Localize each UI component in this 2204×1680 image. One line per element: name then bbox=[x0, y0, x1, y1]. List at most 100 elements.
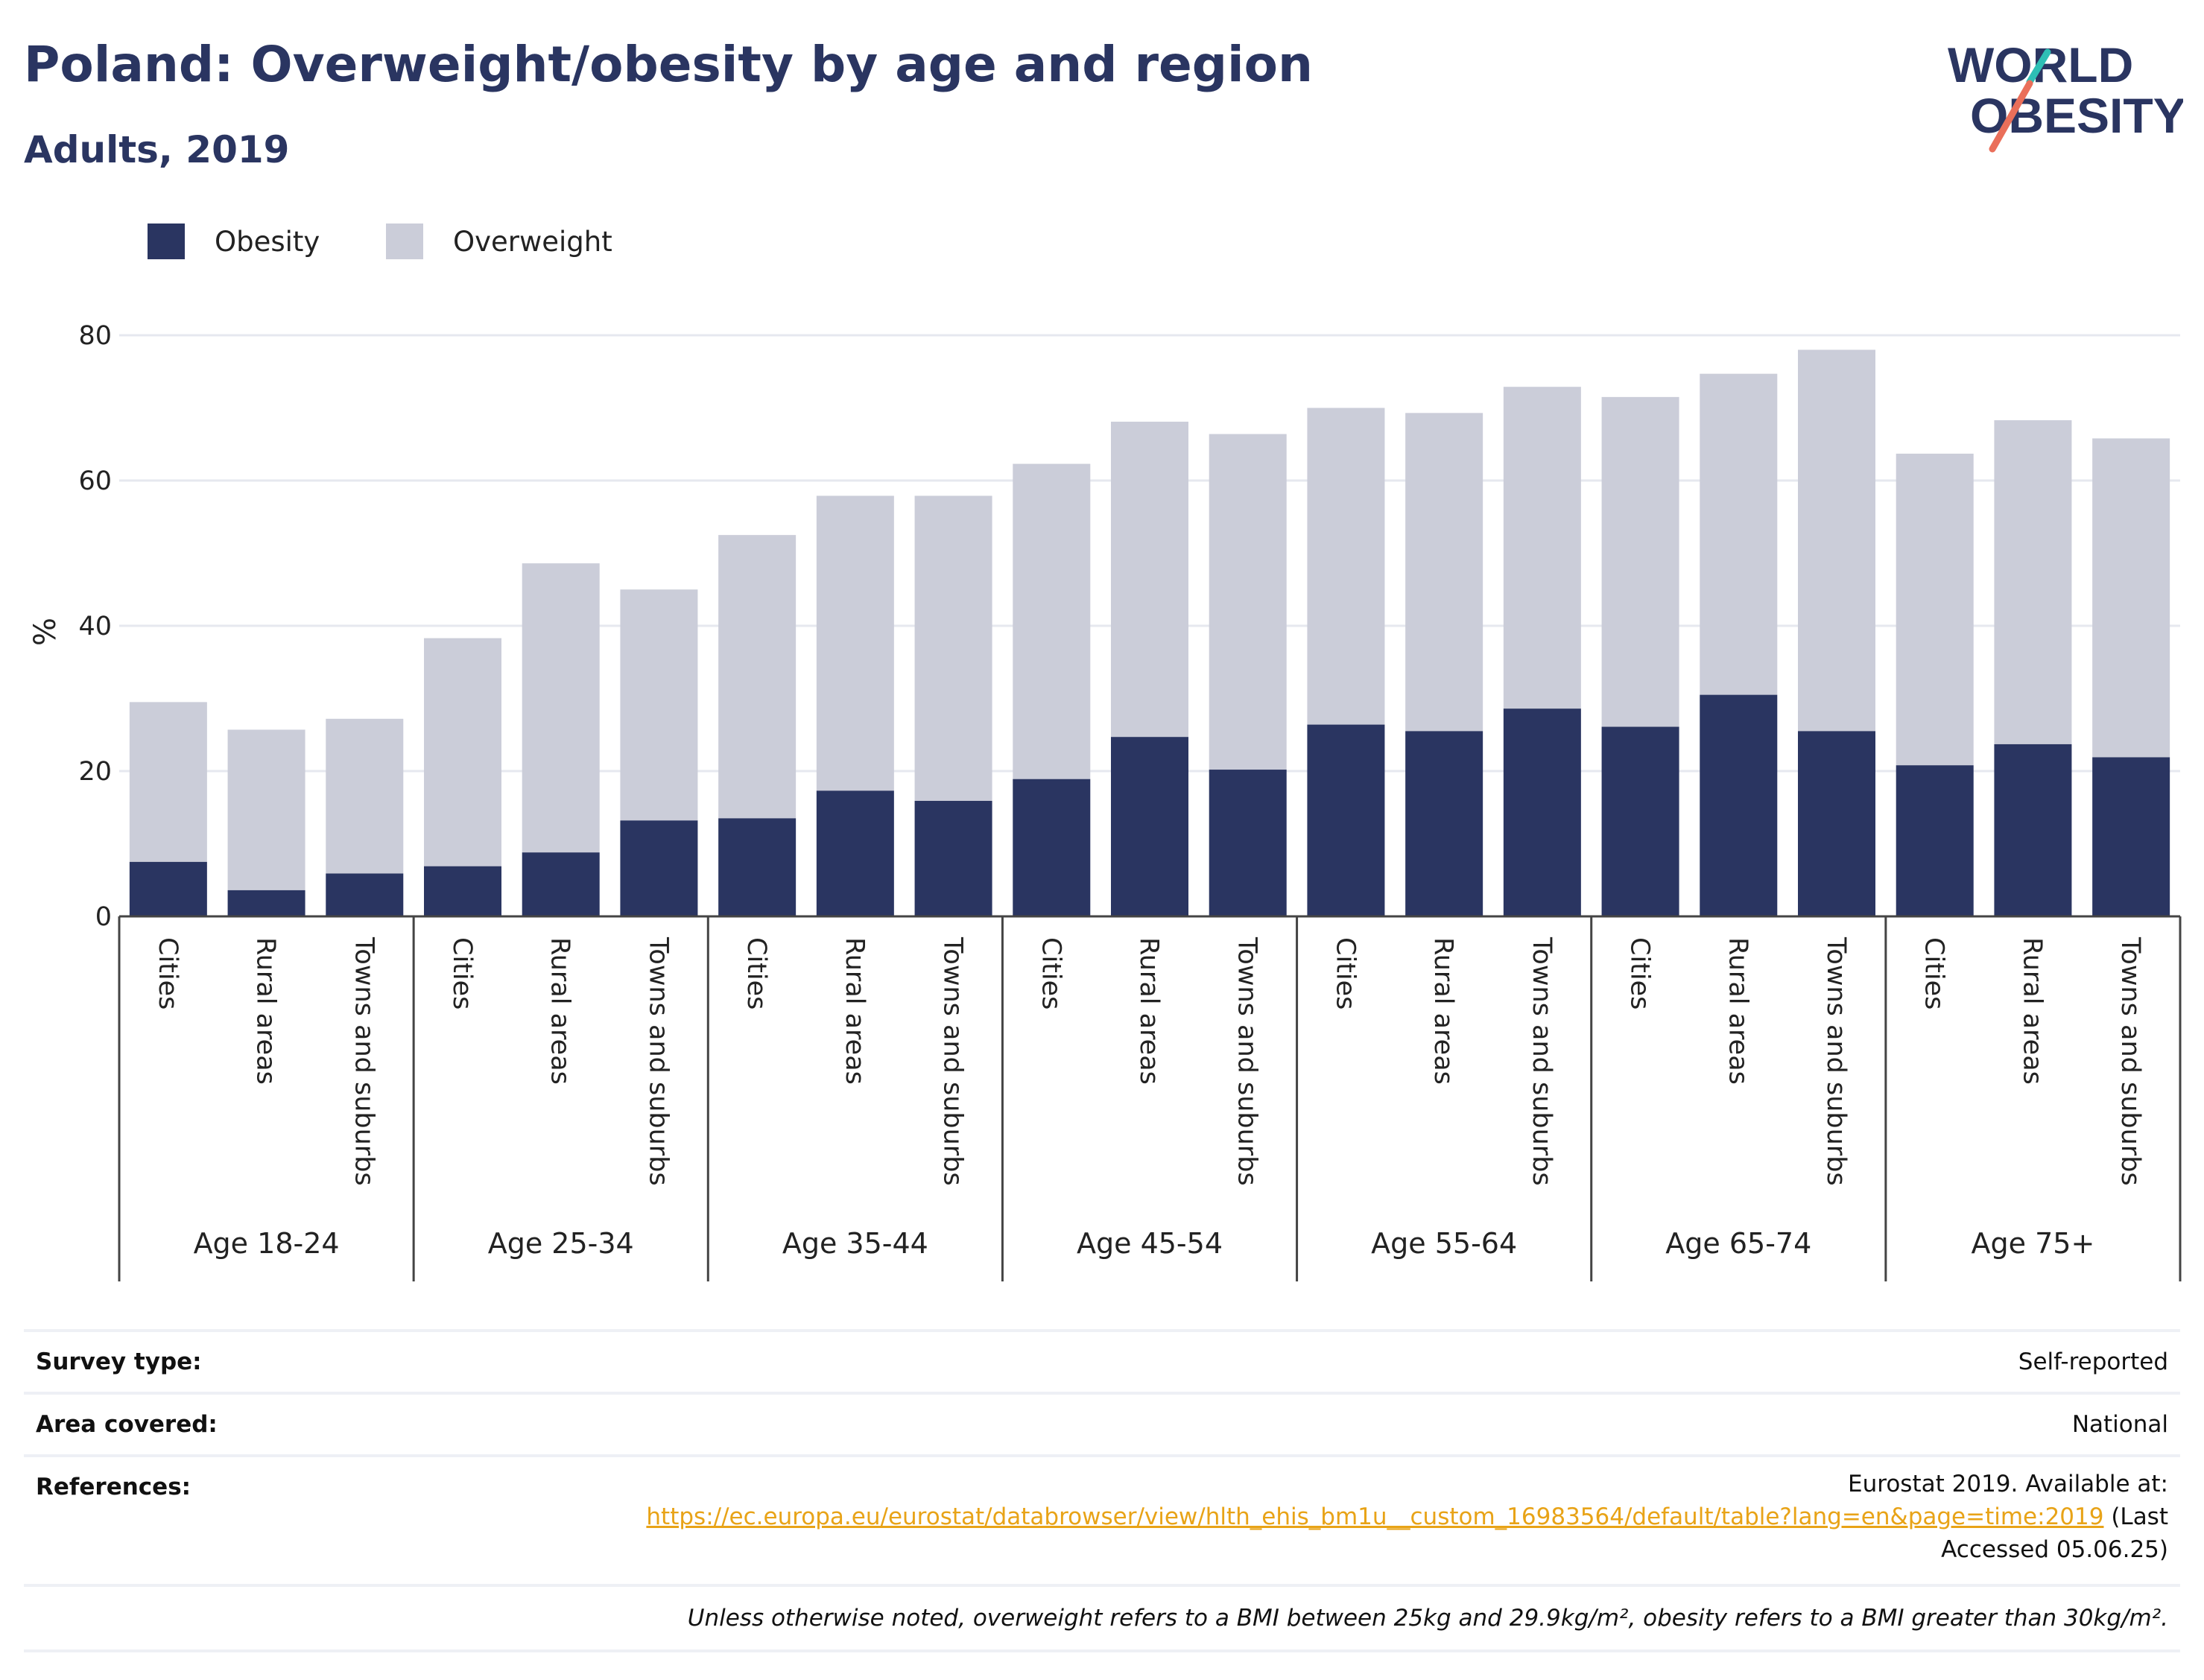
x-tick-label: Towns and suburbs bbox=[1527, 936, 1557, 1186]
bar-overweight bbox=[1700, 373, 1778, 695]
legend-item-overweight[interactable]: Overweight bbox=[386, 221, 612, 262]
bar-obesity bbox=[1700, 694, 1778, 916]
bar-obesity bbox=[1503, 709, 1581, 916]
bar-overweight bbox=[1013, 463, 1091, 779]
references-suffix-1: (Last bbox=[2103, 1503, 2168, 1530]
bar-obesity bbox=[227, 890, 305, 916]
bar-overweight bbox=[1405, 413, 1483, 732]
x-tick-label: Rural areas bbox=[1428, 937, 1458, 1085]
legend-swatch-overweight bbox=[386, 224, 423, 259]
bar-obesity bbox=[1994, 744, 2072, 916]
bar-obesity bbox=[1209, 770, 1287, 916]
group-label: Age 75+ bbox=[1972, 1227, 2095, 1260]
bar-obesity bbox=[1405, 731, 1483, 916]
meta-row-note: Unless otherwise noted, overweight refer… bbox=[24, 1584, 2180, 1652]
bar-overweight bbox=[424, 638, 501, 866]
logo-slash-teal bbox=[2026, 48, 2051, 86]
x-tick-label: Cities bbox=[741, 937, 771, 1009]
x-tick-label: Towns and suburbs bbox=[1232, 936, 1262, 1186]
references-prefix: Eurostat 2019. Available at: bbox=[1848, 1471, 2168, 1497]
chart-title: Poland: Overweight/obesity by age and re… bbox=[24, 36, 1313, 93]
bar-overweight bbox=[816, 495, 894, 791]
x-tick-label: Towns and suburbs bbox=[349, 936, 379, 1186]
group-label: Age 25-34 bbox=[488, 1227, 634, 1260]
bar-obesity bbox=[1601, 726, 1679, 916]
y-tick-label-80: 80 bbox=[78, 321, 112, 351]
survey-type-label: Survey type: bbox=[36, 1348, 202, 1375]
world-obesity-logo: WORLD OBESITY bbox=[1948, 37, 2183, 153]
x-tick-label: Towns and suburbs bbox=[938, 936, 968, 1186]
bar-overweight bbox=[718, 535, 797, 819]
bar-obesity bbox=[1307, 724, 1385, 916]
references-suffix-2: Accessed 05.06.25) bbox=[1941, 1536, 2168, 1563]
bar-obesity bbox=[129, 861, 207, 916]
references-label: References: bbox=[36, 1474, 191, 1500]
bar-obesity bbox=[2092, 757, 2170, 916]
x-tick-label: Rural areas bbox=[840, 937, 870, 1085]
metadata-table: Survey type: Self-reported Area covered:… bbox=[24, 1329, 2180, 1652]
bar-overweight bbox=[1307, 408, 1385, 725]
x-tick-label: Cities bbox=[1330, 937, 1360, 1009]
bar-obesity bbox=[1013, 779, 1091, 916]
x-tick-label: Cities bbox=[153, 937, 183, 1009]
bar-overweight bbox=[1896, 453, 1974, 766]
bar-obesity bbox=[1896, 765, 1974, 916]
x-tick-label: Towns and suburbs bbox=[1821, 936, 1851, 1186]
y-tick-label-40: 40 bbox=[78, 612, 112, 641]
bar-overweight bbox=[1601, 396, 1679, 727]
group-label: Age 18-24 bbox=[194, 1227, 340, 1260]
bar-obesity bbox=[816, 790, 894, 916]
area-covered-value: National bbox=[2071, 1411, 2168, 1438]
legend-item-obesity[interactable]: Obesity bbox=[148, 221, 320, 262]
bar-obesity bbox=[620, 820, 698, 916]
bar-overweight bbox=[1111, 422, 1188, 738]
bar-obesity bbox=[424, 866, 501, 916]
bar-overweight bbox=[1798, 349, 1875, 732]
bar-obesity bbox=[326, 873, 404, 916]
survey-type-value: Self-reported bbox=[2018, 1348, 2168, 1375]
y-axis-label: % bbox=[28, 618, 63, 646]
bar-obesity bbox=[718, 818, 797, 916]
group-label: Age 65-74 bbox=[1665, 1227, 1811, 1260]
x-tick-label: Cities bbox=[1919, 937, 1949, 1009]
x-tick-label: Cities bbox=[1036, 937, 1065, 1009]
x-tick-label: Cities bbox=[1625, 937, 1655, 1009]
bar-obesity bbox=[1111, 737, 1188, 916]
legend-label-obesity: Obesity bbox=[215, 225, 320, 258]
x-tick-label: Rural areas bbox=[1134, 937, 1164, 1085]
bar-overweight bbox=[227, 729, 305, 890]
x-tick-label: Rural areas bbox=[2017, 937, 2047, 1085]
meta-row-survey-type: Survey type: Self-reported bbox=[24, 1329, 2180, 1392]
bar-overweight bbox=[1994, 420, 2072, 744]
bar-overweight bbox=[2092, 438, 2170, 758]
bmi-note: Unless otherwise noted, overweight refer… bbox=[687, 1605, 2168, 1632]
logo-slash-coral bbox=[1989, 80, 2033, 153]
legend-swatch-obesity bbox=[148, 224, 185, 259]
bar-overweight bbox=[326, 718, 404, 874]
references-link[interactable]: https://ec.europa.eu/eurostat/databrowse… bbox=[646, 1503, 2104, 1530]
y-tick-label-20: 20 bbox=[78, 757, 112, 787]
bar-overweight bbox=[914, 495, 992, 801]
x-tick-label: Rural areas bbox=[545, 937, 575, 1085]
group-label: Age 35-44 bbox=[782, 1227, 928, 1260]
references-value: Eurostat 2019. Available at: https://ec.… bbox=[455, 1468, 2168, 1566]
bar-obesity bbox=[914, 800, 992, 916]
area-covered-label: Area covered: bbox=[36, 1411, 218, 1438]
bar-obesity bbox=[1798, 731, 1875, 916]
legend-label-overweight: Overweight bbox=[453, 225, 612, 258]
chart-subtitle: Adults, 2019 bbox=[24, 128, 290, 171]
bar-overweight bbox=[522, 563, 600, 853]
x-tick-label: Rural areas bbox=[251, 937, 281, 1085]
bar-overweight bbox=[1209, 434, 1287, 770]
y-tick-label-60: 60 bbox=[78, 466, 112, 496]
x-tick-label: Towns and suburbs bbox=[2115, 936, 2145, 1186]
meta-row-area: Area covered: National bbox=[24, 1392, 2180, 1454]
bar-chart: 0 20 40 60 80% Cities Rural areas Towns and sub… bbox=[28, 321, 2182, 1281]
group-label: Age 55-64 bbox=[1371, 1227, 1517, 1260]
group-label: Age 45-54 bbox=[1077, 1227, 1223, 1260]
meta-row-references: References: Eurostat 2019. Available at:… bbox=[24, 1454, 2180, 1584]
bar-obesity bbox=[522, 852, 600, 916]
x-tick-label: Towns and suburbs bbox=[643, 936, 673, 1186]
references-line2: https://ec.europa.eu/eurostat/databrowse… bbox=[455, 1500, 2168, 1533]
y-tick-label-0: 0 bbox=[95, 902, 112, 932]
